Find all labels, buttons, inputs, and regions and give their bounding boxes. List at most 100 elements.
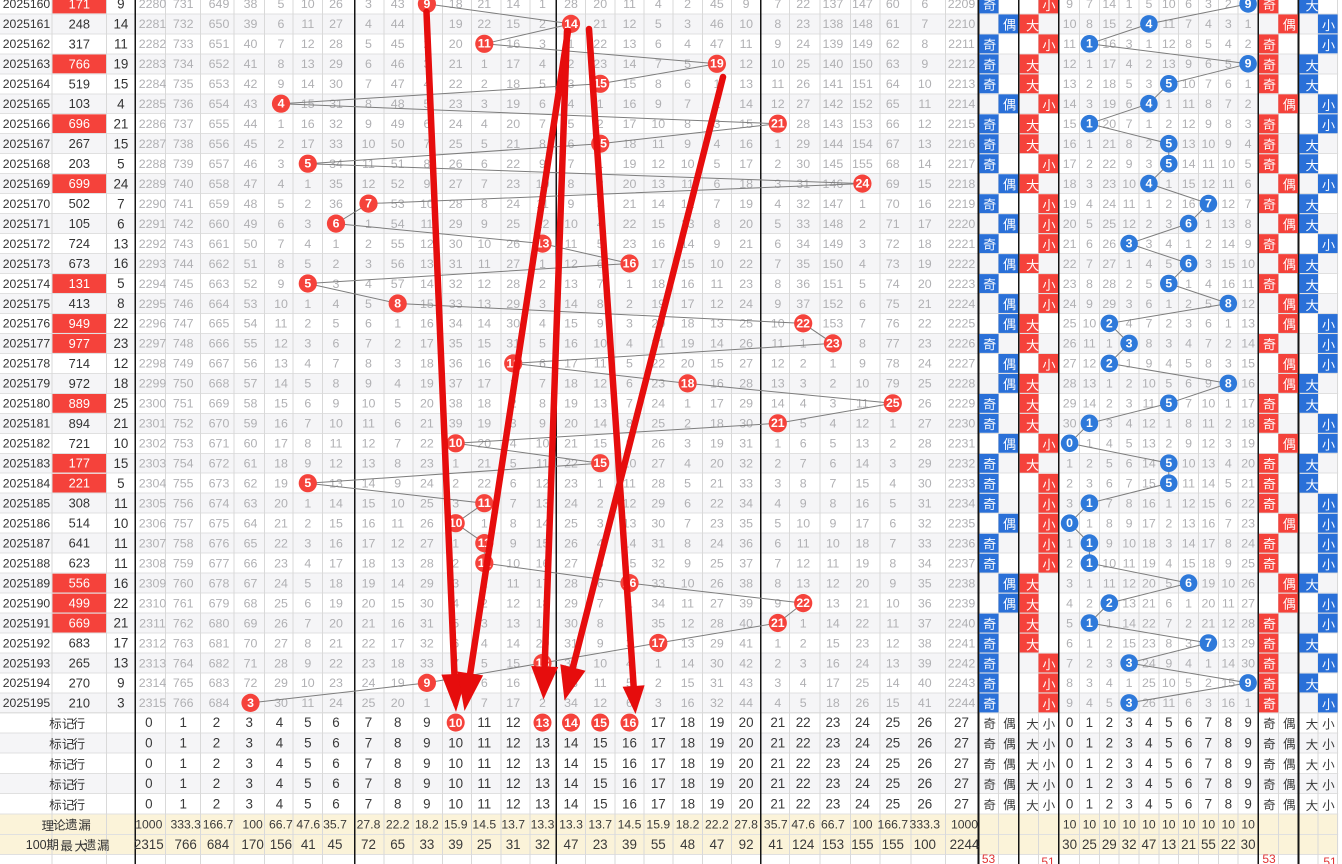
svg-text:61: 61 <box>244 457 258 471</box>
svg-text:44: 44 <box>739 696 753 710</box>
svg-text:3: 3 <box>1145 77 1152 91</box>
svg-text:7: 7 <box>568 157 575 171</box>
svg-text:17: 17 <box>1142 517 1156 531</box>
svg-text:8: 8 <box>684 536 691 550</box>
svg-text:10: 10 <box>420 197 434 211</box>
svg-text:14: 14 <box>564 776 579 791</box>
svg-text:6: 6 <box>332 736 339 751</box>
svg-text:10: 10 <box>274 297 288 311</box>
svg-text:24: 24 <box>796 37 810 51</box>
svg-text:4: 4 <box>278 97 285 111</box>
svg-text:17: 17 <box>477 377 491 391</box>
svg-text:9: 9 <box>1244 797 1251 812</box>
svg-text:678: 678 <box>209 576 230 590</box>
svg-text:2295: 2295 <box>139 297 167 311</box>
svg-text:20: 20 <box>739 776 754 791</box>
svg-text:105: 105 <box>69 216 90 231</box>
svg-text:761: 761 <box>173 596 194 610</box>
svg-text:724: 724 <box>69 236 90 251</box>
svg-text:11: 11 <box>362 157 375 171</box>
svg-text:8: 8 <box>304 636 311 650</box>
svg-text:2: 2 <box>1066 556 1073 570</box>
svg-text:1: 1 <box>481 517 488 531</box>
svg-text:1: 1 <box>1086 797 1093 812</box>
svg-text:19: 19 <box>709 736 724 751</box>
svg-text:155: 155 <box>882 837 904 852</box>
svg-text:9: 9 <box>423 0 430 11</box>
svg-text:11: 11 <box>1083 337 1096 351</box>
svg-text:3: 3 <box>829 397 836 411</box>
svg-text:5: 5 <box>713 157 720 171</box>
svg-text:13: 13 <box>506 616 520 630</box>
svg-text:3: 3 <box>684 17 691 31</box>
svg-text:13: 13 <box>535 756 550 771</box>
svg-text:19: 19 <box>856 556 870 570</box>
svg-text:13: 13 <box>1221 217 1235 231</box>
svg-text:10: 10 <box>449 516 463 530</box>
svg-text:11: 11 <box>652 137 665 151</box>
svg-text:22: 22 <box>593 37 607 51</box>
svg-text:2305: 2305 <box>139 497 167 511</box>
svg-text:14: 14 <box>1102 0 1116 11</box>
svg-text:5: 5 <box>1205 37 1212 51</box>
svg-text:12: 12 <box>1202 177 1216 191</box>
svg-text:2238: 2238 <box>948 576 976 590</box>
svg-text:2: 2 <box>1225 417 1232 431</box>
svg-text:27: 27 <box>954 797 969 812</box>
svg-text:673: 673 <box>69 256 90 271</box>
svg-text:25: 25 <box>796 57 810 71</box>
svg-text:8: 8 <box>1165 636 1172 650</box>
svg-text:9: 9 <box>597 636 604 650</box>
svg-text:1: 1 <box>304 177 311 191</box>
svg-text:8: 8 <box>394 457 401 471</box>
svg-text:9: 9 <box>1066 696 1073 710</box>
svg-text:32: 32 <box>449 277 463 291</box>
svg-text:8: 8 <box>800 477 807 491</box>
svg-text:23: 23 <box>420 457 434 471</box>
svg-text:1: 1 <box>1086 756 1093 771</box>
svg-text:18: 18 <box>1241 417 1255 431</box>
svg-text:8: 8 <box>1106 517 1113 531</box>
svg-text:12: 12 <box>1221 197 1235 211</box>
svg-text:2225: 2225 <box>948 317 976 331</box>
svg-text:2: 2 <box>539 17 546 31</box>
svg-text:10: 10 <box>1222 818 1236 832</box>
svg-text:5: 5 <box>1165 776 1172 791</box>
svg-text:5: 5 <box>655 17 662 31</box>
svg-text:24: 24 <box>855 797 870 812</box>
svg-text:1: 1 <box>365 217 372 231</box>
svg-text:23: 23 <box>274 556 288 570</box>
svg-text:18: 18 <box>1063 177 1077 191</box>
svg-text:20: 20 <box>564 417 578 431</box>
svg-text:742: 742 <box>173 217 194 231</box>
svg-text:2: 2 <box>1066 477 1073 491</box>
svg-text:9: 9 <box>921 57 928 71</box>
svg-text:14: 14 <box>886 676 900 690</box>
svg-text:22: 22 <box>1102 157 1116 171</box>
svg-text:11: 11 <box>1063 37 1076 51</box>
svg-text:15: 15 <box>477 337 491 351</box>
svg-text:5: 5 <box>365 37 372 51</box>
svg-text:26: 26 <box>1241 576 1255 590</box>
svg-text:4: 4 <box>1185 337 1192 351</box>
svg-text:2025191: 2025191 <box>3 616 51 630</box>
svg-text:29: 29 <box>506 297 520 311</box>
svg-text:34: 34 <box>449 317 463 331</box>
svg-text:10: 10 <box>593 656 607 670</box>
svg-text:17: 17 <box>1202 536 1216 550</box>
svg-text:10: 10 <box>477 237 491 251</box>
svg-text:8: 8 <box>394 736 401 751</box>
svg-text:17: 17 <box>391 636 405 650</box>
svg-text:32: 32 <box>329 117 343 131</box>
svg-text:8: 8 <box>1225 117 1232 131</box>
svg-text:7: 7 <box>684 97 691 111</box>
svg-text:9: 9 <box>889 576 896 590</box>
svg-text:1: 1 <box>179 756 186 771</box>
svg-text:10: 10 <box>651 117 665 131</box>
svg-text:2221: 2221 <box>948 237 976 251</box>
svg-text:2025160: 2025160 <box>3 0 51 11</box>
svg-text:17: 17 <box>739 157 753 171</box>
svg-text:21: 21 <box>770 715 785 730</box>
svg-text:7: 7 <box>829 477 836 491</box>
svg-text:2244: 2244 <box>948 696 976 710</box>
